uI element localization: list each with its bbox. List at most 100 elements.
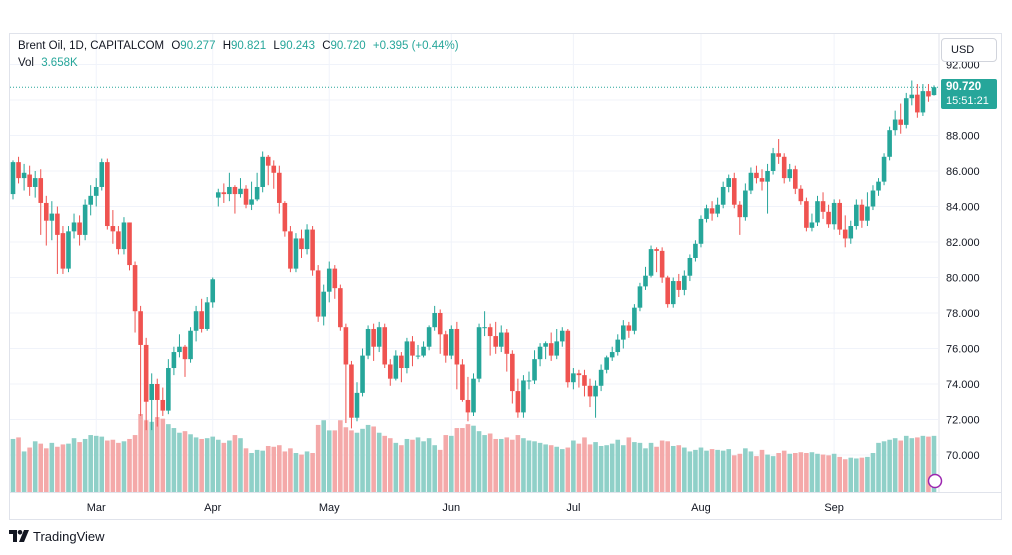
y-tick-label: 86.000 (946, 166, 980, 178)
candle-body (32, 178, 38, 187)
candle-body (609, 352, 615, 358)
volume-bar (321, 420, 326, 492)
volume-bar (670, 445, 676, 492)
volume-bar (548, 445, 554, 492)
volume-bar (920, 435, 926, 492)
volume-bar (326, 430, 332, 492)
volume-bar (338, 420, 343, 492)
volume-label[interactable]: Vol (18, 57, 34, 69)
volume-bar (299, 454, 304, 492)
symbol-title[interactable]: Brent Oil, 1D, CAPITALCOM (18, 40, 165, 52)
candle-body (881, 156, 887, 182)
candle-body (426, 327, 432, 347)
volume-bar (615, 439, 621, 492)
candle-body (254, 186, 260, 200)
volume-bar (898, 440, 904, 492)
candle-body (654, 249, 659, 251)
volume-bar (443, 435, 449, 492)
price-chart[interactable]: 92.00090.00088.00086.00084.00082.00080.0… (0, 0, 1012, 520)
y-tick-label: 70.000 (946, 450, 980, 462)
candle-body (559, 330, 565, 342)
currency-button[interactable]: USD (941, 38, 997, 62)
volume-bar (798, 452, 804, 492)
volume-bar (665, 441, 670, 492)
candle-body (249, 199, 254, 205)
candle-body (515, 391, 521, 413)
volume-bar (892, 438, 898, 492)
volume-bar (188, 434, 193, 492)
volume-bar (260, 450, 265, 492)
volume-bar (415, 437, 421, 492)
candle-body (709, 208, 715, 214)
volume-legend: Vol 3.658K (18, 57, 78, 69)
volume-bar (404, 438, 410, 492)
candle-body (543, 343, 548, 347)
series-group (10, 80, 938, 492)
candle-body (38, 178, 44, 203)
candle-body (460, 364, 465, 400)
candle-body (493, 336, 498, 347)
volume-bar (449, 435, 454, 492)
volume-bar (32, 441, 38, 492)
volume-bar (643, 448, 648, 492)
volume-bar (77, 442, 82, 492)
candle-body (632, 307, 637, 331)
volume-bar (432, 445, 437, 492)
volume-bar (510, 439, 515, 492)
volume-bar (304, 451, 310, 492)
volume-bar (926, 436, 931, 492)
candle-body (343, 327, 349, 365)
volume-bar (127, 438, 132, 492)
volume-bar (21, 451, 27, 492)
candle-body (465, 399, 471, 413)
volume-bar (66, 443, 71, 492)
volume-bar (132, 435, 138, 492)
candle-body (754, 172, 759, 179)
volume-bar (138, 414, 143, 492)
candle-body (99, 162, 105, 187)
volume-bar (576, 443, 582, 492)
candle-body (643, 275, 648, 287)
bar-countdown: 15:51:21 (946, 95, 989, 107)
candle-body (770, 153, 776, 171)
candle-body (288, 231, 293, 269)
candle-body (88, 195, 93, 205)
candle-body (177, 346, 182, 353)
volume-bar (865, 456, 870, 492)
candle-body (548, 343, 554, 356)
candle-body (532, 359, 537, 381)
candle-body (360, 355, 365, 393)
volume-bar (426, 438, 432, 492)
candle-body (854, 204, 859, 227)
tradingview-wordmark: TradingView (33, 529, 105, 544)
candle-body (43, 202, 49, 221)
low-value: 90.243 (279, 40, 315, 52)
volume-bar (820, 454, 826, 492)
volume-bar (88, 435, 93, 492)
candle-body (132, 265, 138, 312)
volume-bar (709, 449, 715, 492)
candle-body (909, 94, 915, 99)
candle-body (787, 169, 793, 179)
candle-body (510, 353, 515, 392)
volume-bar (909, 438, 915, 492)
volume-bar (609, 443, 615, 492)
candle-body (665, 277, 670, 305)
candle-body (82, 204, 88, 235)
volume-bar (743, 448, 748, 492)
volume-bar (27, 447, 32, 492)
volume-bar (687, 451, 693, 492)
candle-body (720, 186, 726, 205)
volume-bar (848, 457, 854, 492)
volume-bar (116, 442, 121, 492)
volume-bar (154, 417, 160, 492)
volume-bar (754, 456, 759, 492)
volume-bar (454, 428, 460, 492)
volume-bar (737, 453, 743, 492)
candle-body (443, 334, 449, 356)
candle-body (143, 344, 149, 402)
candle-body (338, 288, 343, 328)
candle-body (759, 178, 765, 182)
volume-bar (360, 428, 365, 492)
change-value: +0.395 (+0.44%) (372, 40, 459, 52)
